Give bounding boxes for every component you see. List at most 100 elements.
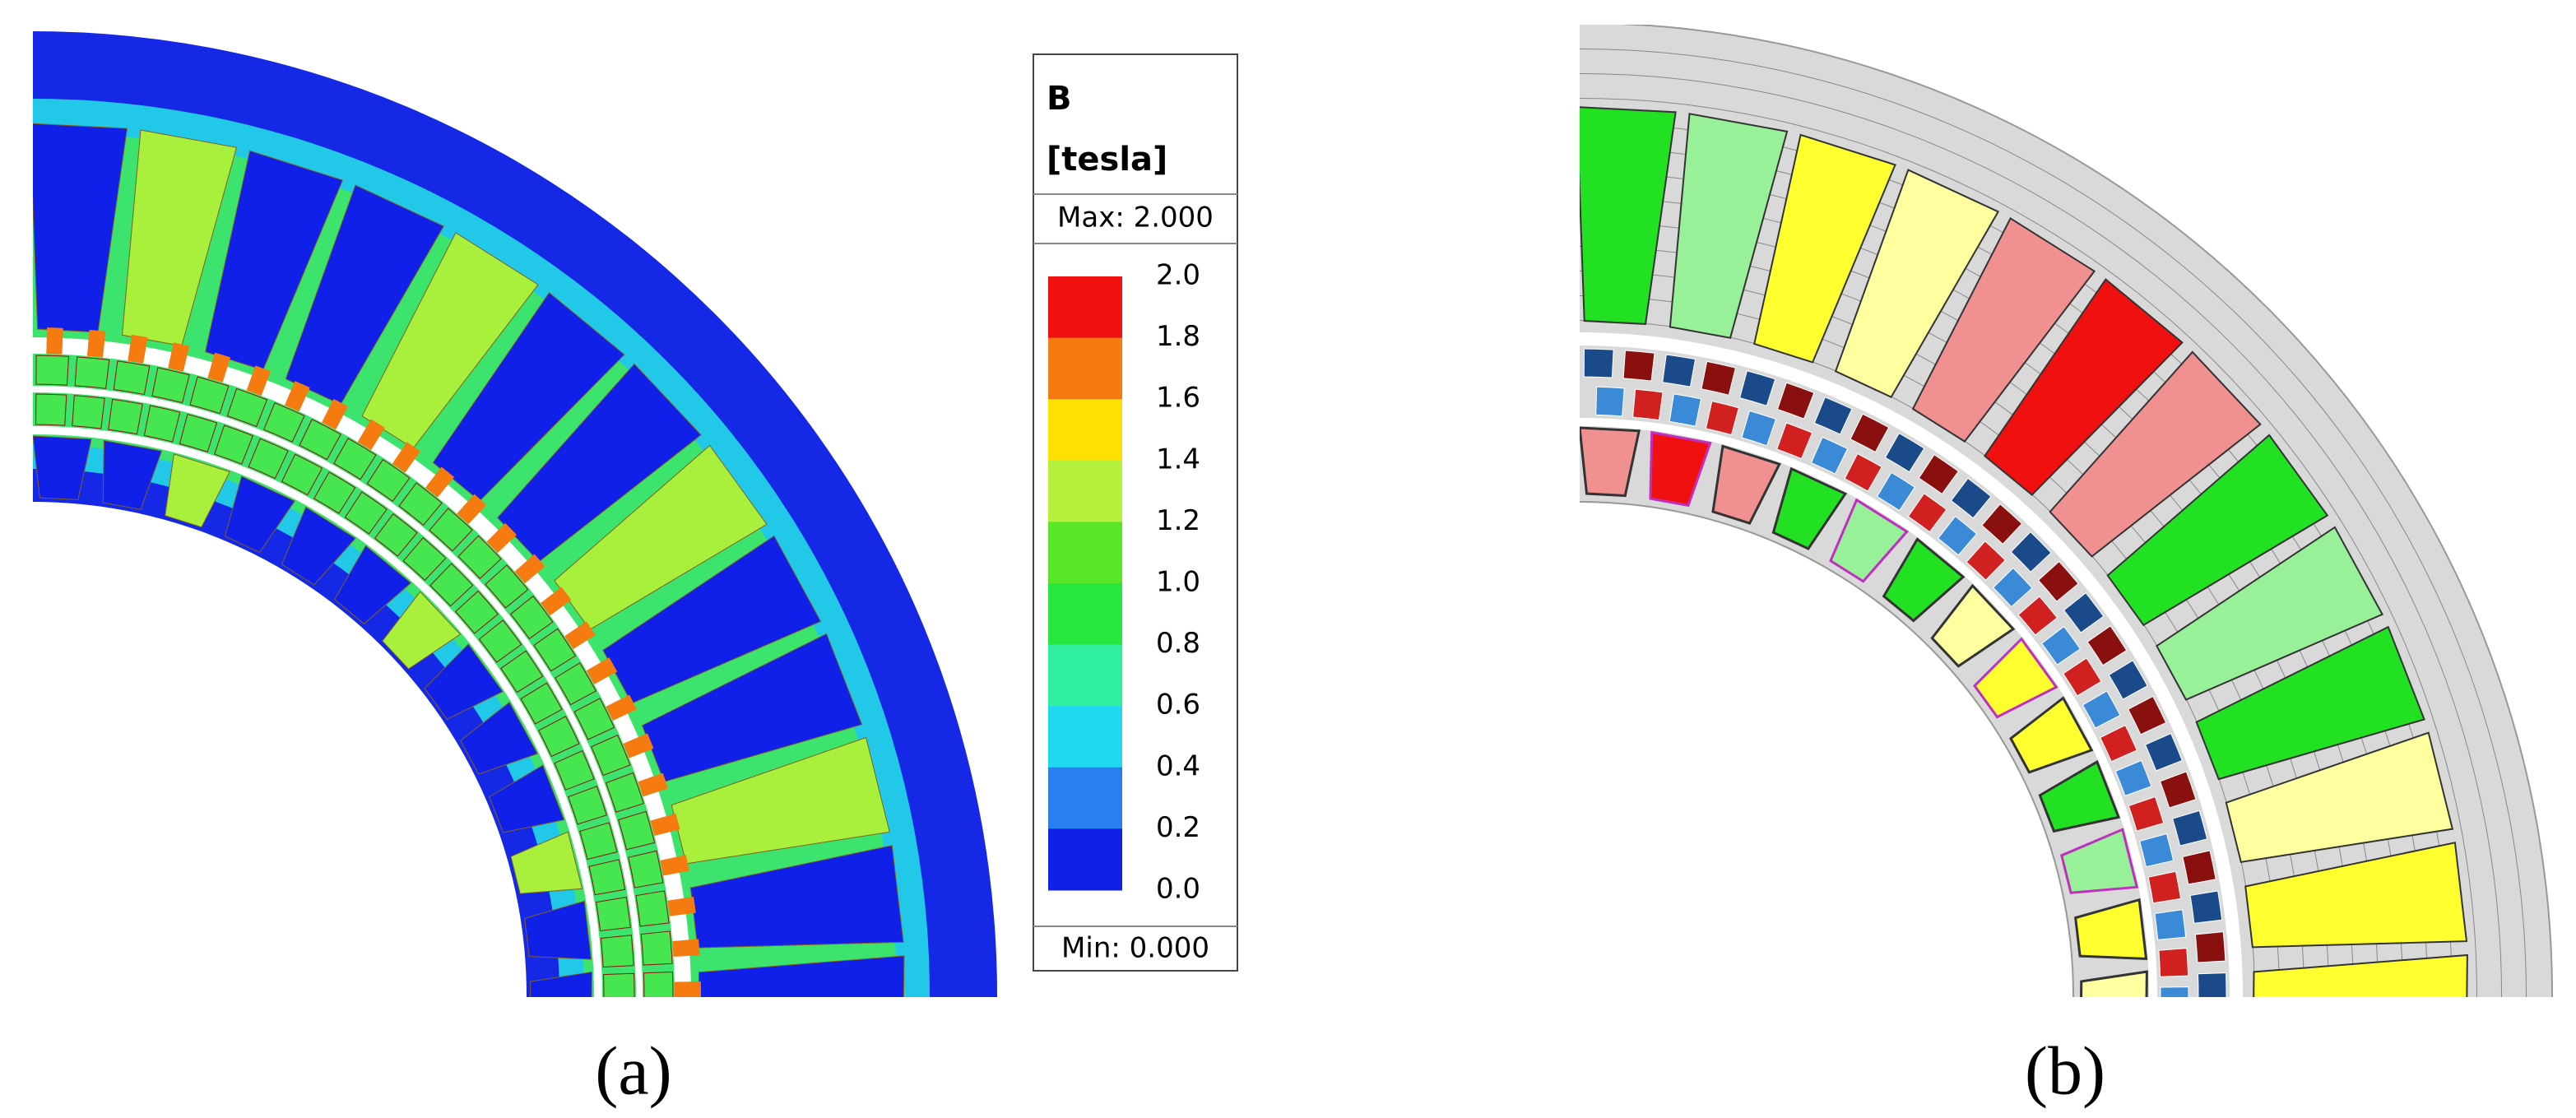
ring-segment xyxy=(588,859,626,896)
saturation-spot xyxy=(514,554,545,584)
coil xyxy=(2197,1014,2226,1044)
ring-segment xyxy=(573,698,615,740)
outer-slot xyxy=(2106,434,2329,627)
saturation-spot xyxy=(486,522,518,554)
ring-segment xyxy=(429,563,474,607)
saturation-spot xyxy=(673,1023,700,1040)
ring-segment xyxy=(74,356,110,389)
inner-slot xyxy=(1580,426,1641,498)
outer-slot xyxy=(33,123,128,333)
coil xyxy=(2147,870,2182,904)
legend-unit: [tesla] xyxy=(1047,141,1167,179)
inner-slot xyxy=(1829,498,1910,583)
coil xyxy=(2010,531,2052,573)
coil xyxy=(1966,540,2006,581)
coil xyxy=(1622,350,1655,382)
saturation-spot xyxy=(586,657,618,684)
inner-slot xyxy=(281,506,356,586)
coil xyxy=(2172,810,2208,847)
coil xyxy=(2114,759,2152,797)
inner-slot xyxy=(530,971,592,997)
color-band xyxy=(1048,706,1122,768)
coil xyxy=(1950,477,1992,519)
ring-segment xyxy=(143,405,181,443)
ring-segment xyxy=(457,535,502,579)
tick-label: 1.0 xyxy=(1156,566,1200,599)
outer-slot xyxy=(1983,278,2184,496)
saturation-spot xyxy=(667,896,696,916)
outer-slot xyxy=(602,535,822,704)
color-legend: B [tesla] Max: 2.000 Min: 0.000 2.0 1.8 1.… xyxy=(1033,53,1238,972)
ring-segment xyxy=(635,890,670,927)
color-band xyxy=(1048,583,1122,646)
saturation-spot xyxy=(623,733,654,758)
inner-slot xyxy=(2080,970,2148,997)
inner-slot xyxy=(510,831,583,894)
saturation-spot xyxy=(128,334,148,364)
ring-segment xyxy=(313,471,356,514)
ring-segment xyxy=(509,595,554,640)
ring-segment xyxy=(628,850,664,888)
ring-segment xyxy=(344,491,388,535)
inner-slot xyxy=(224,475,295,554)
outer-slot xyxy=(1580,106,1677,325)
ring-segment xyxy=(179,413,218,452)
saturation-spot xyxy=(322,398,349,430)
inner-slot xyxy=(1930,583,2016,668)
color-band xyxy=(1048,337,1122,400)
coil xyxy=(1583,348,1614,378)
coil xyxy=(2108,660,2148,700)
saturation-spot xyxy=(674,981,701,997)
color-band xyxy=(1048,828,1122,891)
ring-segment xyxy=(500,650,544,694)
coil xyxy=(2063,592,2105,633)
coil xyxy=(1595,386,1625,417)
caption-b: (b) xyxy=(2025,1032,2105,1109)
outer-slot xyxy=(554,444,768,630)
color-band xyxy=(1048,460,1122,522)
inner-slot xyxy=(424,643,504,720)
coil xyxy=(1813,397,1853,435)
tick-label: 1.4 xyxy=(1156,443,1200,475)
coil xyxy=(1632,388,1664,421)
coil xyxy=(1701,360,1737,396)
inner-slot xyxy=(2009,696,2094,774)
inner-slot xyxy=(1882,537,1966,623)
inner-slot xyxy=(1711,444,1781,525)
tick-label: 0.6 xyxy=(1156,689,1200,721)
saturation-spot xyxy=(357,419,385,451)
ring-segment xyxy=(605,772,644,813)
inner-slot xyxy=(1771,466,1848,550)
tick-label: 2.0 xyxy=(1156,259,1200,292)
outer-slot xyxy=(2195,625,2425,781)
saturation-spot xyxy=(660,855,689,876)
outer-slot xyxy=(698,955,905,997)
panel-a-flux-map xyxy=(33,31,997,1040)
tick-label: 0.0 xyxy=(1156,873,1200,906)
tick-label: 1.2 xyxy=(1156,504,1200,537)
ring-segment xyxy=(568,786,607,825)
saturation-spot xyxy=(285,381,310,412)
coil xyxy=(2099,724,2137,763)
outer-slot xyxy=(432,291,625,502)
ring-segment xyxy=(108,398,143,435)
outer-slot xyxy=(1911,216,2096,443)
tick-label: 0.8 xyxy=(1156,627,1200,660)
ring-segment xyxy=(281,453,323,496)
ring-segment xyxy=(366,458,411,502)
ring-segment xyxy=(189,376,230,415)
ring-segment xyxy=(113,360,151,396)
ring-segment xyxy=(538,716,580,758)
coil xyxy=(2037,560,2079,602)
ring-segment xyxy=(263,402,305,443)
ring-segment xyxy=(554,750,595,791)
ring-segment xyxy=(455,590,499,634)
ring-segment xyxy=(429,508,473,552)
coil xyxy=(2189,890,2223,924)
coil xyxy=(1884,432,1925,473)
saturation-spot xyxy=(638,772,669,797)
ring-segment xyxy=(333,438,377,480)
color-band xyxy=(1048,767,1122,829)
ring-segment xyxy=(374,513,418,557)
